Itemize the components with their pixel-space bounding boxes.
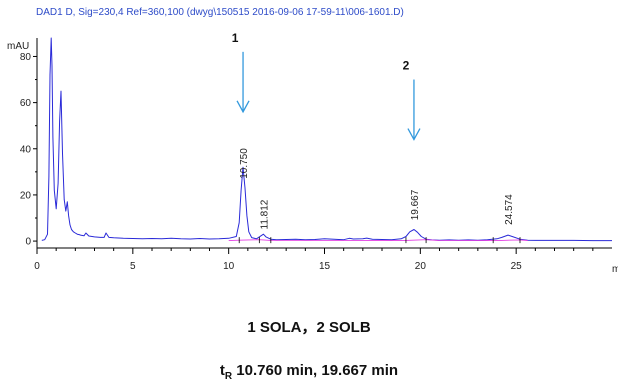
peak-label: 10.750 <box>239 148 250 179</box>
y-tick-label: 60 <box>20 98 32 109</box>
y-tick-label: 40 <box>20 144 32 155</box>
caption-retention-times: tR 10.760 min, 19.667 min <box>0 362 618 382</box>
peak-arrow-head <box>407 128 421 141</box>
x-axis-label: m <box>612 264 618 275</box>
signal-trace <box>41 37 612 242</box>
chromatogram-chart: DAD1 D, Sig=230,4 Ref=360,100 (dwyg\1505… <box>7 7 618 275</box>
peak-label: 24.574 <box>504 194 515 225</box>
chart-title: DAD1 D, Sig=230,4 Ref=360,100 (dwyg\1505… <box>36 7 404 18</box>
axes: 0 20 40 60 80 0 5 10 15 20 25 <box>20 38 612 272</box>
chromatogram-svg: DAD1 D, Sig=230,4 Ref=360,100 (dwyg\1505… <box>7 7 618 275</box>
peak-number: 2 <box>403 59 410 73</box>
peak-label: 11.812 <box>259 199 270 229</box>
x-tick-label: 25 <box>511 261 523 272</box>
caption-compounds: 1 SOLA，2 SOLB <box>247 319 371 336</box>
y-tick-label: 80 <box>20 52 32 63</box>
peak-number: 1 <box>232 31 239 45</box>
y-axis-label: mAU <box>7 41 29 52</box>
plot-area: 10.750 11.812 19.667 24.574 1 2 <box>41 31 612 244</box>
y-tick-label: 0 <box>25 237 31 248</box>
y-tick-label: 20 <box>20 190 32 201</box>
peak-arrow-head <box>236 100 250 114</box>
x-tick-label: 15 <box>319 261 331 272</box>
caption-subscript: R <box>224 371 233 382</box>
x-tick-label: 10 <box>223 261 235 272</box>
x-tick-label: 20 <box>415 261 427 272</box>
caption-times: 10.760 min, 19.667 min <box>232 362 399 379</box>
x-tick-label: 5 <box>130 261 136 272</box>
caption-t-letter: t <box>219 362 225 379</box>
x-tick-label: 0 <box>34 261 40 272</box>
peak-label: 19.667 <box>410 189 421 220</box>
